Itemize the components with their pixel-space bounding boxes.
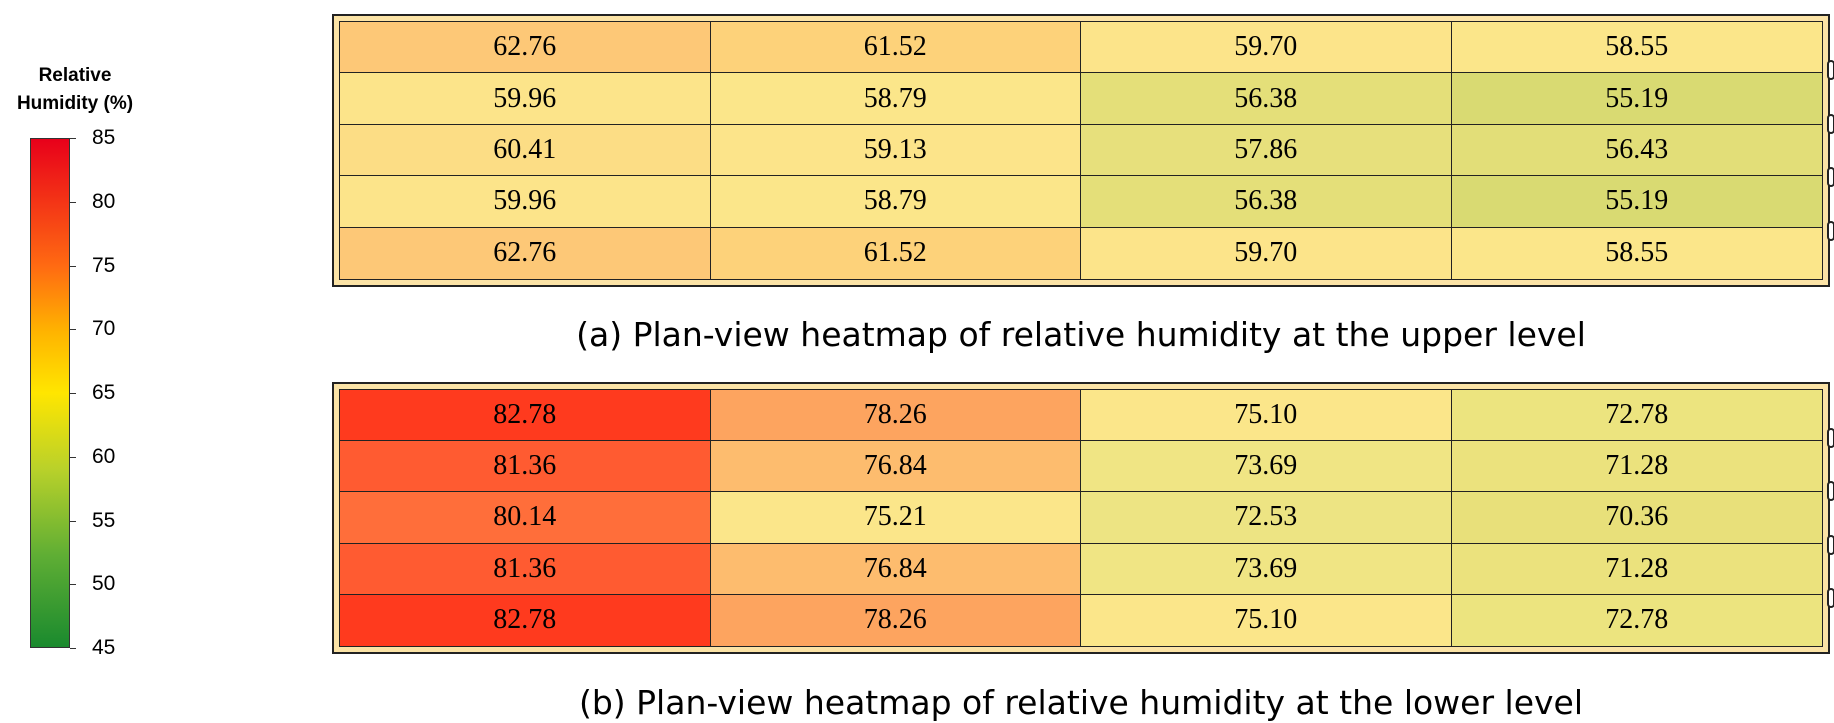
heatmap-cell: 72.53 <box>1081 492 1452 544</box>
heatmap-cell: 55.19 <box>1451 176 1822 228</box>
heatmap-cell: 56.38 <box>1081 73 1452 125</box>
tick-label: 50 <box>92 572 116 596</box>
heatmap-cell: 57.86 <box>1081 124 1452 177</box>
heatmap-cell: 59.70 <box>1081 22 1452 74</box>
heatmap-cell: 81.36 <box>340 543 711 595</box>
heatmap-cell: 82.78 <box>340 594 711 646</box>
heatmap-cell: 62.76 <box>340 227 711 279</box>
heatmap-cell: 58.79 <box>710 176 1081 228</box>
heatmap-cell: 76.84 <box>710 441 1081 493</box>
heatmap-cell: 71.28 <box>1451 441 1822 493</box>
edge-markers-lower <box>1827 384 1834 652</box>
heatmap-cell: 75.10 <box>1081 390 1452 442</box>
heatmap-cell: 72.78 <box>1451 390 1822 442</box>
heatmap-cell: 73.69 <box>1081 543 1452 595</box>
heatmap-cell: 76.84 <box>710 543 1081 595</box>
colorbar-legend: Relative Humidity (%) 85 80 75 70 65 60 55 50 45 <box>0 52 150 672</box>
heatmap-panel-upper: 62.76 61.52 59.70 58.55 59.96 58.79 56.38 55.19… <box>332 14 1834 287</box>
legend-title-line2: Humidity (%) <box>16 93 134 114</box>
heatmap-cell: 71.28 <box>1451 543 1822 595</box>
heatmap-cell: 61.52 <box>710 227 1081 279</box>
heatmap-cell: 70.36 <box>1451 492 1822 544</box>
heatmap-cell: 73.69 <box>1081 441 1452 493</box>
tick-mark <box>70 138 76 139</box>
tick-label: 85 <box>92 126 116 149</box>
edge-marker <box>1827 427 1834 448</box>
tick-mark <box>70 520 76 522</box>
heatmap-grid-lower: 82.78 78.26 75.10 72.78 81.36 76.84 73.69 71.28… <box>339 389 1823 647</box>
legend-title-line1: Relative <box>38 65 112 86</box>
tick-label: 70 <box>92 317 116 341</box>
heatmap-grid-upper: 62.76 61.52 59.70 58.55 59.96 58.79 56.38 55.19… <box>339 21 1823 280</box>
edge-marker <box>1827 221 1834 242</box>
heatmap-cell: 55.19 <box>1451 73 1822 125</box>
heatmap-cell: 72.78 <box>1451 594 1822 646</box>
tick-mark <box>70 648 76 649</box>
heatmap-cell: 59.96 <box>340 73 711 125</box>
tick-mark <box>70 265 76 267</box>
heatmap-cell: 58.79 <box>710 73 1081 125</box>
edge-marker <box>1827 534 1834 555</box>
heatmap-cell: 78.26 <box>710 390 1081 442</box>
heatmap-cell: 75.10 <box>1081 594 1452 646</box>
tick-label: 45 <box>92 636 116 659</box>
tick-mark <box>70 393 76 394</box>
tick-label: 80 <box>92 189 116 213</box>
heatmap-cell: 82.78 <box>340 390 711 442</box>
edge-marker <box>1827 59 1834 80</box>
edge-marker <box>1827 167 1834 188</box>
tick-label: 55 <box>92 508 116 532</box>
heatmap-cell: 61.52 <box>710 22 1081 74</box>
tick-mark <box>70 456 76 458</box>
heatmap-cell: 59.13 <box>710 124 1081 177</box>
edge-marker <box>1827 481 1834 502</box>
tick-mark <box>70 201 76 203</box>
heatmap-cell: 80.14 <box>340 492 711 544</box>
tick-label: 65 <box>92 381 116 404</box>
colorbar-gradient <box>30 138 70 648</box>
heatmap-cell: 58.55 <box>1451 227 1822 279</box>
heatmap-cell: 56.43 <box>1451 124 1822 177</box>
caption-upper: (a) Plan-view heatmap of relative humidi… <box>576 315 1586 354</box>
edge-marker <box>1827 113 1834 134</box>
heatmap-panel-lower: 82.78 78.26 75.10 72.78 81.36 76.84 73.69 71.28… <box>332 382 1834 654</box>
heatmap-cell: 75.21 <box>710 492 1081 544</box>
heatmap-cell: 59.96 <box>340 176 711 228</box>
tick-label: 60 <box>92 444 116 468</box>
heatmap-cell: 59.70 <box>1081 227 1452 279</box>
caption-lower: (b) Plan-view heatmap of relative humidi… <box>578 683 1584 722</box>
tick-mark <box>70 329 76 331</box>
edge-markers-upper <box>1827 16 1834 285</box>
tick-mark <box>70 584 76 586</box>
heatmap-cell: 62.76 <box>340 22 711 74</box>
legend-title: Relative Humidity (%) <box>0 62 150 118</box>
heatmap-cell: 81.36 <box>340 441 711 493</box>
tick-label: 75 <box>92 253 116 277</box>
heatmap-cell: 60.41 <box>340 124 711 177</box>
heatmap-cell: 58.55 <box>1451 22 1822 74</box>
heatmap-cell: 56.38 <box>1081 176 1452 228</box>
heatmap-cell: 78.26 <box>710 594 1081 646</box>
edge-marker <box>1827 588 1834 609</box>
